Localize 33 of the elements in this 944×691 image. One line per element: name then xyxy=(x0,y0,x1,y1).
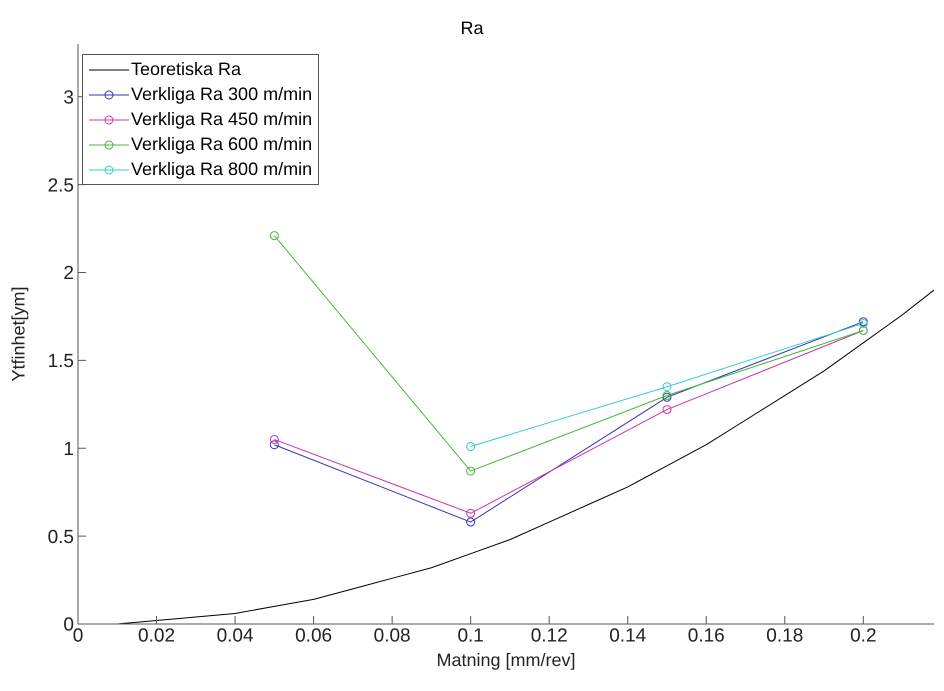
legend-label: Teoretiska Ra xyxy=(131,58,242,81)
y-tick-label: 0.5 xyxy=(48,526,74,548)
y-tick-label: 2 xyxy=(63,263,74,284)
x-tick-label: 0.1 xyxy=(457,625,484,646)
x-tick-label: 0.14 xyxy=(609,625,647,646)
x-tick-label: 0.06 xyxy=(295,625,332,646)
point xyxy=(270,440,279,450)
x-tick-label: 0.04 xyxy=(216,625,254,646)
point xyxy=(270,434,279,444)
point xyxy=(270,231,279,240)
chart-title: Ra xyxy=(459,18,484,39)
y-tick-label: 1 xyxy=(63,438,74,460)
y-tick-label: 2.5 xyxy=(48,175,74,196)
point xyxy=(466,508,476,518)
legend-label: Verkliga Ra 300 m/min xyxy=(131,83,312,106)
x-tick-label: 0.2 xyxy=(850,625,877,646)
point xyxy=(662,405,672,414)
y-tick-label: 1.5 xyxy=(48,351,74,372)
x-tick-label: 0.12 xyxy=(530,625,568,646)
x-tick-label: 0.08 xyxy=(374,625,411,646)
x-tick-label: 0.16 xyxy=(688,625,725,646)
point xyxy=(662,382,672,392)
point xyxy=(466,442,476,451)
point xyxy=(466,518,476,527)
legend-label: Verkliga Ra 600 m/min xyxy=(131,133,312,156)
x-tick-label: 0.02 xyxy=(138,625,176,646)
x-tick-label: 0.18 xyxy=(766,625,804,646)
x-axis-title: Matning [mm/rev] xyxy=(436,650,576,670)
legend-label: Verkliga Ra 800 m/min xyxy=(131,158,312,181)
point xyxy=(466,466,476,476)
legend-label: Verkliga Ra 450 m/min xyxy=(131,108,312,131)
y-axis-title: Ytfinhet[ym] xyxy=(8,286,28,382)
y-tick-label: 3 xyxy=(63,87,74,108)
